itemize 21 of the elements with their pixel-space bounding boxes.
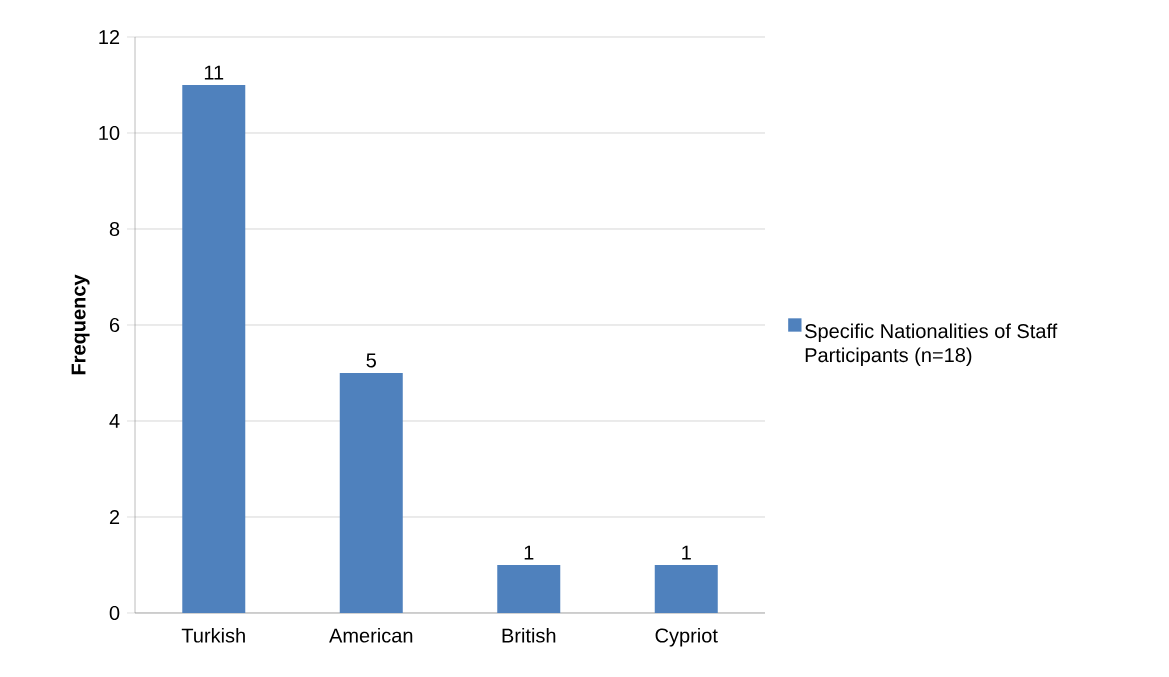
y-tick-label: 12 [99,30,120,44]
x-tick-label: Turkish [181,627,245,643]
y-tick-label: 6 [109,317,120,333]
data-label: 11 [204,65,224,80]
data-label: 1 [682,545,691,560]
bar [182,84,246,613]
x-tick-label: American [329,627,413,643]
x-tick-label: Cypriot [655,627,718,647]
y-axis-title: Frequency [71,274,90,375]
y-tick-label: 10 [99,125,120,141]
y-tick-label: 4 [109,414,120,428]
y-tick-label: 2 [109,510,120,524]
data-label: 5 [366,353,376,368]
bar [497,564,561,613]
legend-label: Specific Nationalities of Staff Participants (n=18) [805,323,1058,367]
y-tick-label: 8 [109,221,120,237]
x-tick-label: British [502,627,556,643]
data-label: 1 [524,545,534,560]
bar [339,372,403,613]
y-tick-label: 0 [109,605,120,621]
bar [654,564,718,613]
